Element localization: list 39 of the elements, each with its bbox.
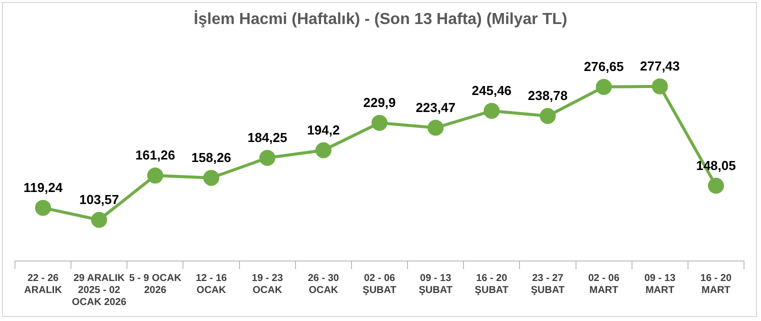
x-tick-label: 02 - 06 ŞUBAT xyxy=(362,272,396,296)
data-label: 245,46 xyxy=(472,82,512,98)
x-tick-label: 16 - 20 MART xyxy=(700,272,732,296)
x-tick-label: 29 ARALIK 2025 - 02 OCAK 2026 xyxy=(72,272,127,308)
data-label: 223,47 xyxy=(416,100,456,115)
data-label: 194,2 xyxy=(307,122,340,138)
x-tick-label: 12 - 16 OCAK xyxy=(196,272,228,296)
point xyxy=(652,78,668,94)
point xyxy=(315,142,332,158)
point xyxy=(259,150,276,166)
point xyxy=(596,78,612,95)
x-tick-label: 23 - 27 ŞUBAT xyxy=(530,272,565,296)
x-tick-label: 02 - 06 MART xyxy=(588,272,620,296)
data-label: 229,9 xyxy=(363,94,396,110)
x-tick-label: 09 - 13 MART xyxy=(644,272,676,296)
x-tick-label: 22 - 26 ARALIK xyxy=(24,272,63,296)
data-label: 119,24 xyxy=(24,180,64,195)
point xyxy=(203,170,220,186)
data-label: 276,65 xyxy=(584,59,624,74)
data-label: 277,43 xyxy=(640,58,680,74)
point xyxy=(484,102,500,119)
data-label: 103,57 xyxy=(79,192,119,207)
point xyxy=(372,114,388,131)
point xyxy=(35,200,52,216)
x-tick-label: 09 - 13 ŞUBAT xyxy=(418,272,452,296)
point xyxy=(147,168,164,184)
x-tick-label: 16 - 20 ŞUBAT xyxy=(474,272,509,296)
x-tick-label: 19 - 23 OCAK xyxy=(252,272,284,296)
data-label: 238,78 xyxy=(528,88,568,104)
x-tick-label: 26 - 30 OCAK xyxy=(308,272,340,296)
point xyxy=(428,120,444,136)
point xyxy=(91,212,108,228)
data-label: 161,26 xyxy=(135,148,176,163)
data-label: 158,26 xyxy=(191,150,232,165)
point xyxy=(708,178,724,194)
point xyxy=(540,108,556,124)
chart-title: İşlem Hacmi (Haftalık) - (Son 13 Hafta) (Milyar TL) xyxy=(192,11,568,29)
x-tick-label: 5 - 9 OCAK 2026 xyxy=(129,272,182,296)
data-label: 184,25 xyxy=(247,130,288,145)
